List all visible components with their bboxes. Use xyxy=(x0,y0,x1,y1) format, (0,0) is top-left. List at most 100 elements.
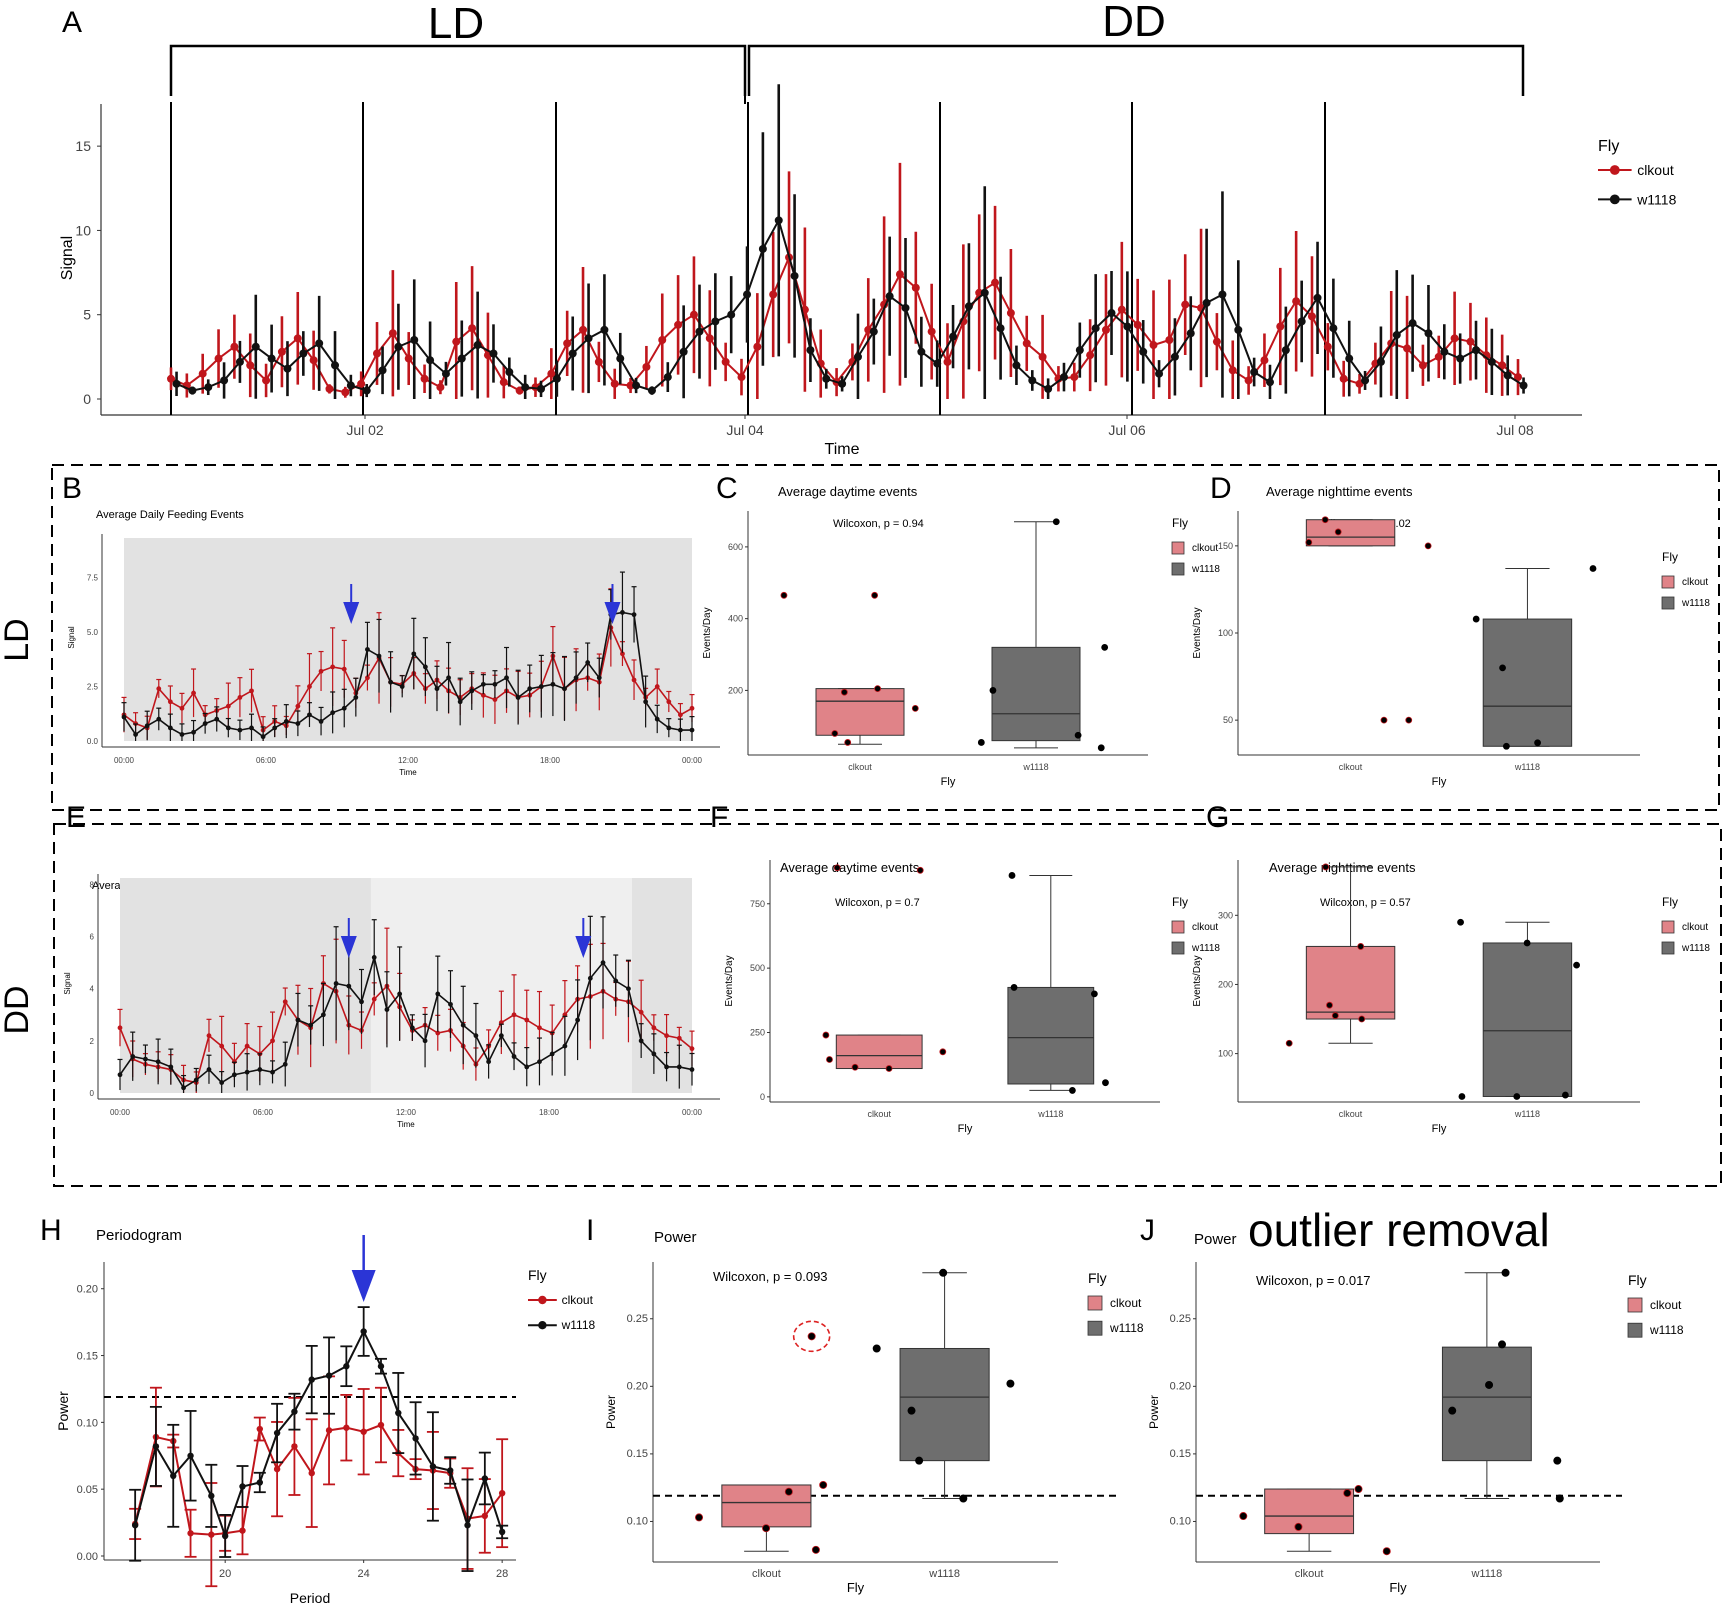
data-point-clkout xyxy=(291,1443,298,1450)
y-tick-label: 0.10 xyxy=(627,1515,648,1527)
data-point-clkout xyxy=(343,1424,350,1431)
legend-dot-w1118 xyxy=(538,1321,547,1330)
data-point-clkout xyxy=(1117,305,1126,314)
data-point-w1118 xyxy=(376,653,382,659)
data-point-w1118 xyxy=(235,357,244,366)
data-point-clkout xyxy=(341,666,347,672)
data-point-w1118 xyxy=(1059,373,1068,382)
y-tick-label: 750 xyxy=(750,899,765,909)
data-point-w1118 xyxy=(1107,309,1116,318)
chart-f-dd-daytime-box: Average daytime events Wilcoxon, p = 0.7 0… xyxy=(724,860,1220,1135)
data-point-w1118 xyxy=(1186,329,1195,338)
data-point-w1118 xyxy=(562,686,567,692)
ld-bracket xyxy=(169,44,747,96)
data-point-clkout xyxy=(780,591,788,599)
data-point-w1118 xyxy=(299,349,308,358)
data-point-w1118 xyxy=(371,955,377,960)
data-point-clkout xyxy=(388,329,397,338)
data-point-w1118 xyxy=(1457,918,1464,926)
data-point-w1118 xyxy=(552,374,561,383)
x-tick-label: w1118 xyxy=(928,1568,960,1580)
x-axis-label: Time xyxy=(399,768,417,777)
data-point-clkout xyxy=(1101,325,1110,334)
data-point-w1118 xyxy=(1555,1494,1564,1503)
data-point-w1118 xyxy=(469,688,475,694)
y-tick-label: 7.5 xyxy=(87,574,99,583)
data-point-clkout xyxy=(225,703,231,709)
y-tick-label: 200 xyxy=(728,685,743,695)
data-point-clkout xyxy=(318,668,324,674)
panel-letter-i: I xyxy=(586,1214,594,1247)
wilcoxon-annotation: Wilcoxon, p = 0.94 xyxy=(833,518,924,530)
data-point-w1118 xyxy=(395,1409,402,1417)
x-tick-label: clkout xyxy=(1339,1109,1363,1119)
data-point-clkout xyxy=(1514,373,1522,382)
data-point-w1118 xyxy=(1502,742,1510,750)
data-point-clkout xyxy=(826,1056,833,1063)
data-point-w1118 xyxy=(515,695,521,700)
data-point-w1118 xyxy=(498,1528,506,1536)
data-point-w1118 xyxy=(1068,1087,1076,1094)
data-point-clkout xyxy=(991,278,1000,287)
legend-title: Fly xyxy=(1662,550,1678,564)
data-point-w1118 xyxy=(915,1456,924,1465)
data-point-w1118 xyxy=(362,386,371,395)
data-point-w1118 xyxy=(885,292,894,301)
data-point-w1118 xyxy=(907,1406,916,1415)
y-tick-label: 4 xyxy=(90,985,95,994)
y-tick-label: 0.00 xyxy=(77,1551,98,1563)
data-point-w1118 xyxy=(167,725,173,731)
data-point-clkout xyxy=(1070,373,1079,382)
data-point-w1118 xyxy=(1090,990,1098,998)
data-point-clkout xyxy=(610,379,619,388)
data-point-w1118 xyxy=(1008,872,1016,879)
data-point-w1118 xyxy=(869,327,878,336)
data-point-w1118 xyxy=(504,675,509,681)
series-line-w1118 xyxy=(119,954,693,1089)
data-point-w1118 xyxy=(1501,1268,1510,1277)
legend-title: Fly xyxy=(1172,895,1188,909)
y-tick-label: 0.0 xyxy=(87,737,99,746)
data-point-clkout xyxy=(762,1524,771,1533)
data-point-w1118 xyxy=(492,681,498,687)
data-point-clkout xyxy=(256,1425,263,1433)
data-point-clkout xyxy=(492,697,498,702)
data-point-clkout xyxy=(436,383,445,392)
y-axis-label: Signal xyxy=(59,236,76,280)
box-w1118 xyxy=(991,646,1081,742)
data-point-w1118 xyxy=(822,374,831,383)
data-point-w1118 xyxy=(1513,1093,1521,1100)
data-point-clkout xyxy=(676,1035,682,1041)
x-tick-label: Jul 06 xyxy=(1108,422,1146,438)
y-tick-label: 0.10 xyxy=(1170,1515,1191,1527)
data-point-w1118 xyxy=(188,386,197,395)
data-point-clkout xyxy=(642,362,651,371)
data-point-w1118 xyxy=(202,721,208,726)
data-point-w1118 xyxy=(409,1025,415,1031)
data-point-w1118 xyxy=(1313,293,1322,302)
y-tick-label: 400 xyxy=(728,614,743,624)
chart-b-ld-daily-feeding: Average Daily Feeding Events 0.0 2.5 5.0 7.5… xyxy=(67,509,720,777)
data-point-w1118 xyxy=(308,1022,314,1028)
data-point-clkout xyxy=(1339,374,1348,383)
data-point-clkout xyxy=(678,712,683,718)
y-tick-label: 250 xyxy=(750,1027,765,1037)
y-tick-label: 0.20 xyxy=(627,1380,648,1392)
x-tick-label: 12:00 xyxy=(398,756,419,765)
data-point-clkout xyxy=(341,388,350,397)
data-point-w1118 xyxy=(1123,322,1132,331)
box-w1118 xyxy=(1482,942,1573,1097)
data-point-clkout xyxy=(270,1038,275,1044)
data-point-w1118 xyxy=(283,718,289,724)
y-tick-label: 100 xyxy=(1218,1049,1233,1059)
data-point-w1118 xyxy=(996,324,1005,333)
data-point-w1118 xyxy=(600,325,609,334)
data-point-w1118 xyxy=(1102,1079,1109,1087)
chart-title: Power xyxy=(654,1229,697,1246)
data-point-w1118 xyxy=(575,1017,580,1023)
y-tick-label: 100 xyxy=(1218,628,1233,638)
data-point-clkout xyxy=(239,1527,246,1534)
y-axis-label: Events/Day xyxy=(724,955,735,1006)
data-point-w1118 xyxy=(549,1051,555,1057)
data-point-w1118 xyxy=(131,1522,139,1529)
